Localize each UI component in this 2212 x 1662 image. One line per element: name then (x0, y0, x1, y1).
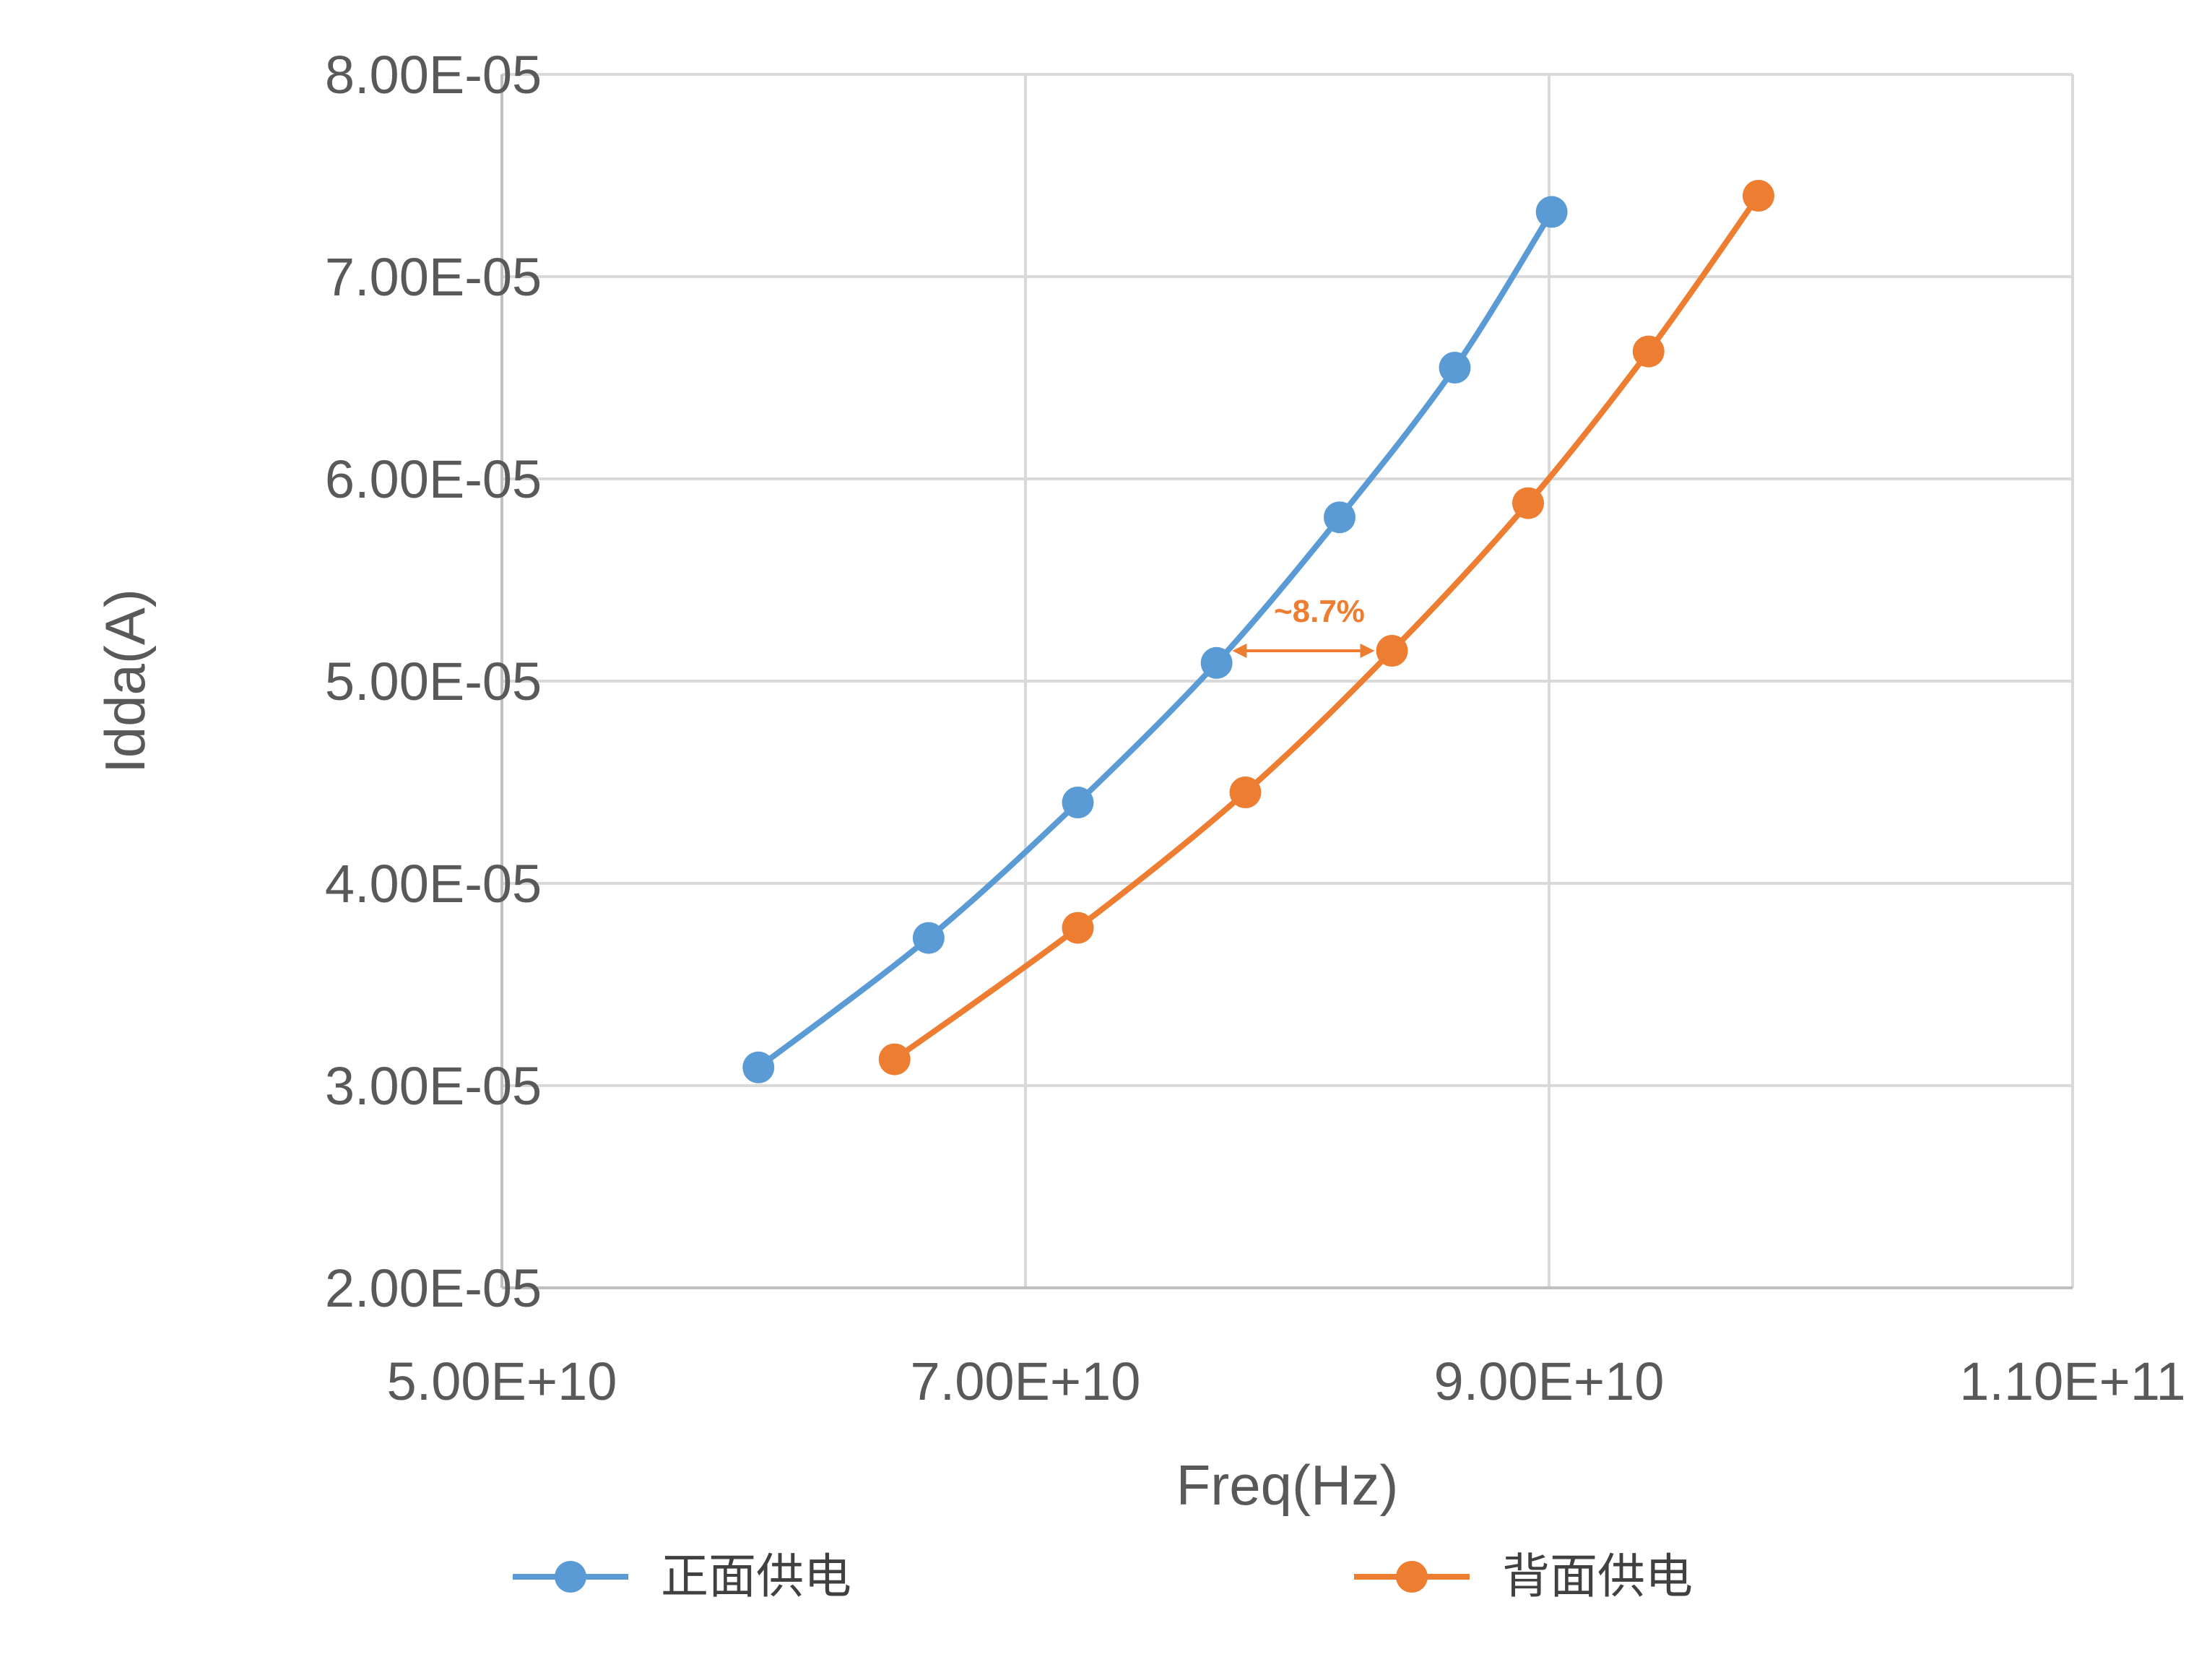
series-1-point (1062, 787, 1094, 818)
series-2-point (879, 1044, 911, 1075)
gap-annotation-label: ~8.7% (1274, 594, 1365, 629)
legend-label: 背面供电 (1502, 1549, 1693, 1604)
y-tick-label: 3.00E-05 (325, 1056, 542, 1116)
y-tick-label: 4.00E-05 (325, 854, 542, 914)
y-tick-label: 8.00E-05 (325, 45, 542, 105)
series-1-point (1324, 501, 1356, 533)
y-axis-title: Idda(A) (93, 589, 157, 774)
y-tick-label: 7.00E-05 (325, 247, 542, 307)
legend-point-marker (555, 1561, 586, 1593)
legend-label: 正面供电 (661, 1549, 851, 1604)
series-1-point (742, 1052, 774, 1083)
x-axis-title: Freq(Hz) (1176, 1453, 1399, 1517)
series-2-point (1376, 635, 1408, 667)
series-1-point (1439, 352, 1471, 384)
series-2-point (1743, 180, 1774, 212)
series-2-point (1512, 488, 1544, 519)
x-tick-label: 5.00E+10 (387, 1351, 617, 1411)
legend-point-marker (1396, 1561, 1428, 1593)
series-1-point (1536, 196, 1568, 228)
y-tick-label: 5.00E-05 (325, 652, 542, 711)
series-2-point (1633, 336, 1665, 368)
x-tick-label: 1.10E+11 (1959, 1351, 2185, 1411)
series-1-point (913, 922, 945, 954)
series-1-point (1201, 647, 1233, 679)
series-2-point (1062, 912, 1094, 944)
y-tick-label: 2.00E-05 (325, 1258, 542, 1318)
series-2-point (1230, 776, 1262, 808)
x-tick-label: 9.00E+10 (1434, 1351, 1665, 1411)
y-tick-label: 6.00E-05 (325, 449, 542, 509)
x-tick-label: 7.00E+10 (911, 1351, 1141, 1411)
